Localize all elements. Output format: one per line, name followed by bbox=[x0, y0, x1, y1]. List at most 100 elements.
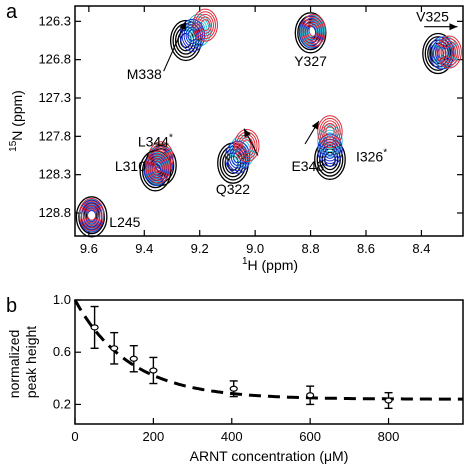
contour-line bbox=[319, 117, 341, 146]
contour-line bbox=[82, 203, 101, 226]
panel-a-y-tick-label: 127.8 bbox=[38, 128, 71, 143]
panel-b-ticks: 0 200 400 600 800 0.2 0.6 1.0 bbox=[53, 292, 399, 444]
contour-line bbox=[319, 136, 341, 165]
contour-line bbox=[217, 142, 249, 184]
data-point bbox=[90, 305, 99, 349]
residue-label-e348: E348 bbox=[291, 158, 324, 174]
panel-a-arrows bbox=[163, 21, 458, 156]
contour-line bbox=[429, 36, 455, 70]
contour-line bbox=[228, 145, 247, 169]
panel-a-x-tick-label: 8.4 bbox=[412, 241, 430, 256]
contour-line bbox=[323, 123, 337, 141]
contour-line bbox=[321, 129, 339, 153]
contour-line bbox=[323, 141, 337, 159]
contour-line bbox=[78, 198, 105, 232]
panel-a-x-axis-label: 1H (ppm) bbox=[242, 256, 298, 273]
contour-line bbox=[234, 129, 260, 163]
panel-b-frame bbox=[74, 299, 464, 425]
panel-b-y-tick-label: 1.0 bbox=[53, 292, 71, 307]
contour-line bbox=[424, 36, 452, 71]
contour-line bbox=[307, 25, 318, 38]
residue-label-v325: V325 bbox=[416, 8, 449, 24]
panel-a-x-tick-label: 9.6 bbox=[80, 241, 98, 256]
contour-line bbox=[325, 125, 335, 138]
panel-a-y-tick-label: 126.3 bbox=[38, 13, 71, 28]
data-point bbox=[306, 385, 315, 406]
data-point bbox=[110, 331, 119, 365]
contour-line bbox=[75, 196, 108, 238]
contour-line bbox=[442, 43, 456, 61]
contour-line bbox=[196, 13, 214, 37]
residue-label-l245: L245 bbox=[109, 214, 140, 230]
contour-line bbox=[86, 208, 97, 221]
contour-line bbox=[84, 205, 99, 224]
contour-line bbox=[230, 148, 245, 166]
panel-b-x-axis-label: ARNT concentration (μM) bbox=[190, 448, 349, 464]
contour-line bbox=[436, 35, 462, 69]
contour-line bbox=[172, 23, 200, 58]
panel-a-y-axis-label: 15N (ppm) bbox=[8, 90, 25, 152]
panel-b-y-tick-label: 0.2 bbox=[53, 396, 71, 411]
panel-a-x-tick-label: 8.8 bbox=[302, 241, 320, 256]
contour-line bbox=[440, 40, 458, 64]
contour-line bbox=[226, 143, 249, 172]
shift-arrow-head bbox=[311, 121, 319, 130]
panel-b-fit-curve bbox=[73, 299, 463, 401]
panel-a-label: a bbox=[6, 1, 18, 23]
peak-l310 bbox=[139, 150, 172, 192]
panel-b-label: b bbox=[6, 295, 17, 317]
point-marker bbox=[384, 397, 393, 404]
contour-line bbox=[305, 22, 320, 40]
point-marker bbox=[149, 367, 158, 374]
contour-line bbox=[192, 8, 218, 42]
contour-line bbox=[321, 120, 339, 144]
panel-a-y-tick-label: 127.3 bbox=[38, 90, 71, 105]
contour-line bbox=[188, 16, 210, 45]
panel-a-frame bbox=[74, 5, 464, 237]
panel-a-y-tick-label: 126.8 bbox=[38, 52, 71, 67]
contour-line bbox=[145, 150, 171, 184]
panel-b: b 0 200 400 600 800 0.2 0.6 1.0 ARNT concentrat… bbox=[6, 292, 464, 464]
panel-a-y-tick-label: 128.8 bbox=[38, 205, 71, 220]
contour-line bbox=[301, 17, 324, 46]
data-point bbox=[129, 344, 138, 373]
peak-e348 bbox=[314, 115, 346, 180]
panel-a-y-tick-label: 128.3 bbox=[38, 167, 71, 182]
contour-line bbox=[144, 151, 170, 185]
contour-line bbox=[149, 155, 167, 179]
contour-line bbox=[229, 134, 255, 168]
panel-a-x-tick-label: 9.4 bbox=[135, 241, 153, 256]
shift-arrow-line bbox=[163, 21, 187, 72]
contour-line bbox=[317, 133, 343, 167]
panel-b-x-tick-label: 200 bbox=[143, 429, 165, 444]
point-marker bbox=[110, 345, 119, 352]
point-marker bbox=[306, 392, 315, 399]
panel-a-x-tick-label: 9.0 bbox=[246, 241, 264, 256]
residue-label-y327: Y327 bbox=[294, 53, 327, 69]
contour-line bbox=[194, 11, 216, 40]
contour-line bbox=[200, 19, 210, 32]
residue-label-q322: Q322 bbox=[216, 181, 250, 197]
contour-line bbox=[242, 139, 252, 152]
shift-arrow-head bbox=[449, 23, 458, 31]
contour-line bbox=[153, 160, 163, 174]
contour-line bbox=[321, 138, 339, 162]
peak-m338 bbox=[169, 8, 218, 62]
panel-b-y-axis-label: normalized peak height bbox=[6, 326, 39, 399]
contour-line bbox=[183, 24, 202, 47]
contour-line bbox=[231, 137, 253, 166]
residue-label-l310: L310 bbox=[115, 158, 146, 174]
contour-line bbox=[148, 156, 166, 180]
contour-line bbox=[300, 14, 327, 48]
contour-line bbox=[317, 124, 343, 158]
shift-arrow-head bbox=[244, 128, 251, 138]
contour-line bbox=[299, 14, 326, 48]
contour-line bbox=[152, 162, 162, 175]
contour-line bbox=[444, 45, 454, 59]
residue-label-l344: L344* bbox=[138, 132, 173, 149]
panel-b-x-tick-label: 400 bbox=[221, 429, 243, 444]
contour-line bbox=[303, 20, 322, 43]
contour-line bbox=[304, 19, 323, 42]
panel-a-x-tick-label: 8.6 bbox=[357, 241, 375, 256]
